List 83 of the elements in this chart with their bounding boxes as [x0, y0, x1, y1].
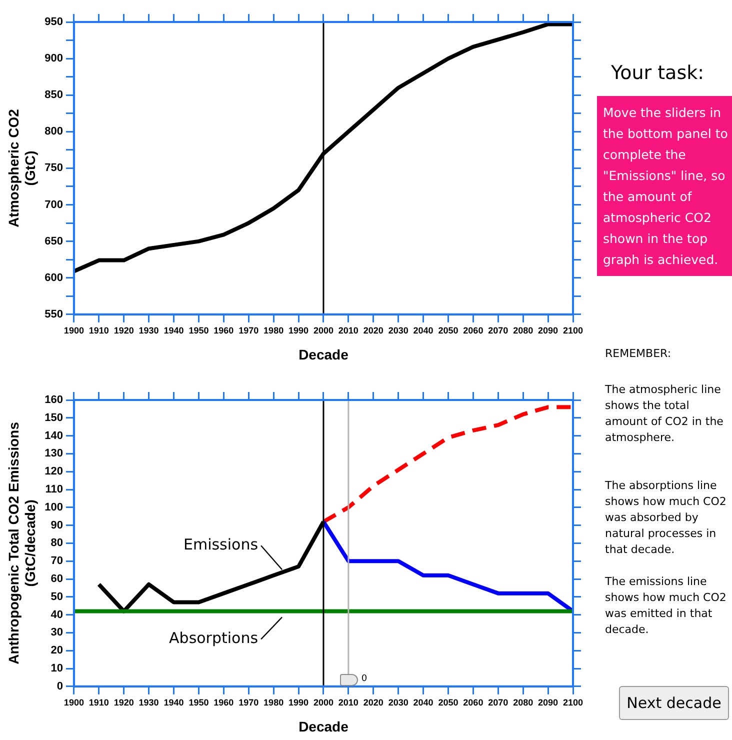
x-tick-label: 1980	[264, 697, 284, 708]
line-series	[321, 405, 573, 524]
x-axis-title: Decade	[298, 346, 349, 362]
x-tick-label: 1960	[214, 697, 234, 708]
annotation: Absorptions	[169, 629, 258, 648]
text: REMEMBER:	[605, 346, 672, 362]
y-tick-label: 90	[50, 519, 63, 532]
x-tick-label: 1910	[88, 325, 109, 336]
x-tick-label: 1940	[164, 697, 184, 708]
x-tick-label: 2070	[488, 697, 508, 708]
text: The atmospheric line shows the total amount of CO2 in the atmosphere.	[605, 382, 724, 446]
y-tick-label: 10	[50, 662, 63, 675]
x-tick-label: 2050	[438, 697, 458, 708]
x-tick-label: 1900	[64, 697, 84, 708]
x-tick-label: 1900	[64, 325, 84, 336]
x-tick-label: 1930	[138, 325, 159, 336]
y-tick-label: 800	[44, 126, 63, 138]
y-tick-label: 160	[44, 394, 63, 406]
x-tick-label: 2070	[488, 325, 508, 336]
y-tick-label: 950	[44, 16, 63, 28]
x-tick-label: 2060	[463, 697, 484, 708]
x-tick-label: 2040	[413, 325, 434, 336]
y-tick-label: 150	[44, 412, 63, 424]
y-tick-label: 30	[50, 626, 63, 639]
x-tick-label: 2020	[363, 325, 384, 336]
x-tick-label: 2000	[313, 697, 334, 708]
x-tick-label: 1930	[138, 697, 159, 708]
x-tick-label: 1970	[238, 325, 259, 336]
text: Next decade	[619, 686, 729, 720]
y-axis-title: Atmospheric CO2 (GtC)	[5, 108, 38, 228]
text: Move the sliders in the bottom panel to complete the "Emissions" line, so the amount of atmospheric CO2 shown in the top graph is achieved.	[597, 96, 732, 276]
y-tick-label: 700	[44, 198, 63, 211]
y-tick-label: 50	[50, 590, 63, 603]
x-tick-label: 1990	[288, 697, 309, 708]
x-tick-label: 1910	[88, 697, 109, 708]
y-tick-label: 110	[45, 484, 63, 496]
y-tick-label: 550	[44, 308, 63, 320]
x-tick-label: 2090	[538, 697, 558, 708]
text: The absorptions line shows how much CO2 was absorbed by natural processes in that decade.	[605, 478, 728, 558]
x-tick-label: 2000	[313, 325, 334, 336]
y-tick-label: 20	[50, 644, 63, 657]
x-tick-label: 1980	[264, 325, 284, 336]
x-tick-label: 1990	[288, 325, 309, 336]
x-tick-label: 1950	[188, 325, 209, 336]
y-tick-label: 80	[50, 537, 63, 550]
y-tick-label: 600	[44, 272, 63, 284]
x-tick-label: 2080	[513, 697, 534, 708]
x-tick-label: 2060	[463, 325, 484, 336]
x-tick-label: 2090	[538, 325, 558, 336]
y-tick-label: 650	[44, 235, 63, 248]
x-tick-label: 1960	[214, 325, 234, 336]
y-tick-label: 120	[44, 466, 63, 478]
y-tick-label: 130	[44, 448, 63, 460]
text: Your task:	[611, 62, 704, 84]
annotation: Emissions	[183, 536, 258, 554]
x-tick-label: 2080	[513, 325, 534, 336]
y-tick-label: 40	[50, 608, 63, 621]
y-tick-label: 750	[44, 162, 63, 174]
x-tick-label: 1920	[114, 325, 134, 336]
y-tick-label: 140	[44, 430, 63, 442]
y-tick-label: 60	[50, 573, 63, 586]
x-tick-label: 2010	[338, 697, 358, 708]
x-tick-label: 1920	[114, 697, 134, 708]
x-tick-label: 1970	[238, 697, 259, 708]
y-axis-title: Anthropogenic Total CO2 Emissions (GtC/decade)	[5, 422, 38, 664]
text: The emissions line shows how much CO2 was emitted in that decade.	[605, 574, 728, 638]
x-tick-label: 2010	[338, 325, 358, 336]
x-tick-label: 1940	[164, 325, 184, 336]
y-tick-label: 70	[50, 555, 63, 568]
y-tick-label: 850	[44, 89, 63, 102]
x-tick-label: 2100	[562, 325, 584, 336]
x-tick-label: 2020	[363, 697, 384, 708]
y-tick-label: 0	[56, 680, 63, 692]
y-tick-label: 900	[44, 52, 63, 65]
x-tick-label: 2030	[388, 325, 408, 336]
x-axis-title: Decade	[298, 718, 349, 734]
y-tick-label: 100	[44, 501, 63, 514]
x-tick-label: 2050	[438, 325, 458, 336]
x-tick-label: 2040	[413, 697, 434, 708]
x-tick-label: 2100	[562, 697, 584, 708]
annotation: 0	[361, 674, 368, 684]
x-tick-label: 2030	[388, 697, 408, 708]
x-tick-label: 1950	[188, 697, 209, 708]
